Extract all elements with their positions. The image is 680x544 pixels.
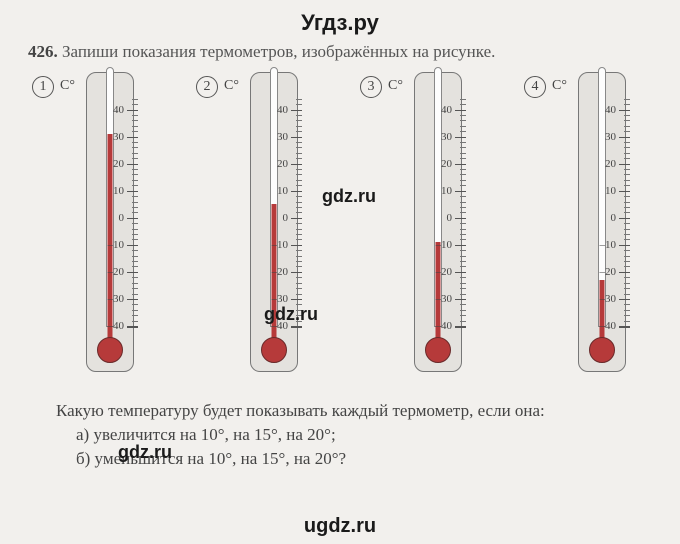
tick-label: –30 [426,293,452,305]
tick-label: 40 [262,104,288,116]
tick-label: –10 [262,239,288,251]
unit-label: C° [224,78,239,94]
tick-label: 0 [98,212,124,224]
thermometer-index: 3 [360,76,382,98]
watermark-bottom: ugdz.ru [0,515,680,538]
unit-label: C° [552,78,567,94]
tick-label: –40 [590,320,616,332]
thermometer: 4 C° –40 –30 –20 –10 0 10 20 30 40 [524,70,648,390]
thermometer-bulb [589,337,615,363]
tick-label: 20 [590,158,616,170]
tick-label: 0 [590,212,616,224]
thermometer-row: 1C°–40–30–20–100102030402C°–40–30–20–100… [28,70,652,390]
task-number: 426. [28,42,58,61]
tick-label: 30 [262,131,288,143]
thermometer-bulb [261,337,287,363]
tick-label: 0 [426,212,452,224]
thermometer-index: 1 [32,76,54,98]
tick-label: –10 [426,239,452,251]
tick-label: 10 [590,185,616,197]
tick-label: 20 [98,158,124,170]
tick-label: 10 [426,185,452,197]
task-text: 426. Запиши показания термометров, изобр… [28,42,652,62]
question-b: б) уменьшится на 10°, на 15°, на 20°? [76,447,652,471]
tick-label: 30 [98,131,124,143]
thermometer-bulb [425,337,451,363]
tick-label: 30 [590,131,616,143]
tick-label: –10 [590,239,616,251]
question-a: а) увеличится на 10°, на 15°, на 20°; [76,423,652,447]
tick-label: 40 [98,104,124,116]
tick-label: –30 [590,293,616,305]
tick-label: –40 [262,320,288,332]
question-lead: Какую температуру будет показывать кажды… [28,400,652,423]
unit-label: C° [388,78,403,94]
tick-label: –20 [98,266,124,278]
tick-label: –40 [426,320,452,332]
tick-label: –10 [98,239,124,251]
tick-label: 20 [262,158,288,170]
tick-label: –40 [98,320,124,332]
thermometer-index: 2 [196,76,218,98]
tick-label: –30 [98,293,124,305]
tick-label: 10 [262,185,288,197]
tick-label: 30 [426,131,452,143]
thermometer: 1 C° –40 –30 –20 –10 0 10 20 30 40 [32,70,156,390]
watermark-top: Угдз.ру [28,10,652,36]
tick-label: –20 [590,266,616,278]
tick-label: 20 [426,158,452,170]
thermometer: 3 C° –40 –30 –20 –10 0 10 20 30 40 [360,70,484,390]
thermometer-index: 4 [524,76,546,98]
tick-label: –20 [262,266,288,278]
thermometer-bulb [97,337,123,363]
tick-label: –20 [426,266,452,278]
unit-label: C° [60,78,75,94]
tick-label: 10 [98,185,124,197]
task-body: Запиши показания термометров, изображённ… [62,42,495,61]
tick-label: 40 [590,104,616,116]
tick-label: –30 [262,293,288,305]
tick-label: 0 [262,212,288,224]
thermometer: 2 C° –40 –30 –20 –10 0 10 20 30 40 [196,70,320,390]
tick-label: 40 [426,104,452,116]
